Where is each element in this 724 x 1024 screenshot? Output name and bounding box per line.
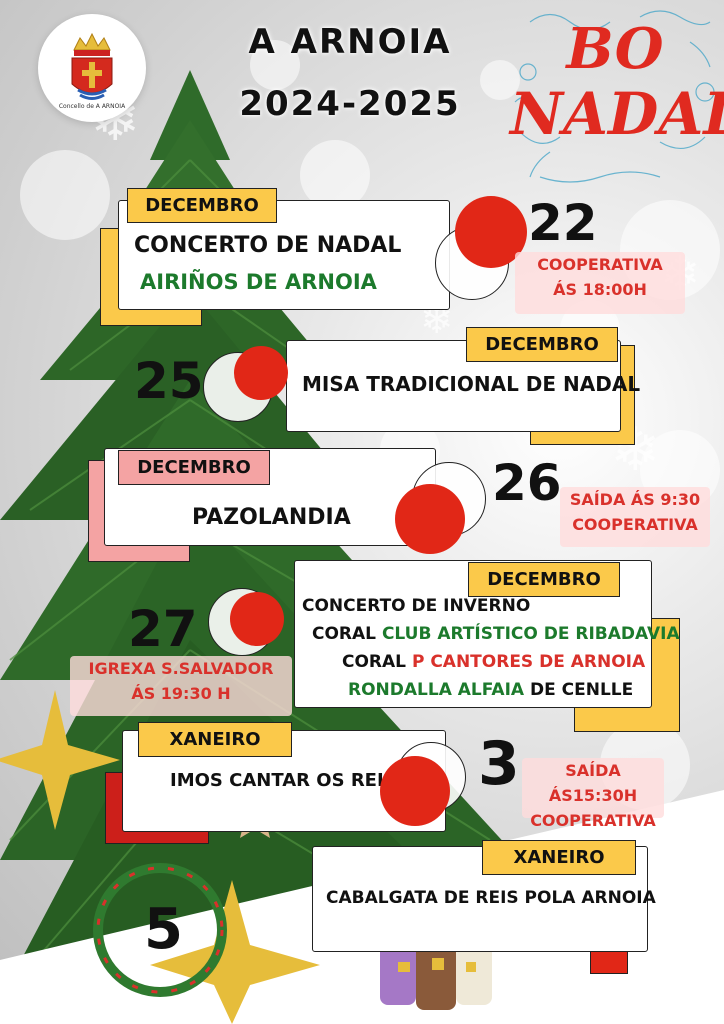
- bokeh-light: [20, 150, 110, 240]
- event-line-suffix: DE CENLLE: [530, 680, 634, 700]
- event-info: COOPERATIVA ÁS 18:00H: [515, 252, 685, 314]
- greeting-banner: BO NADAL!: [510, 2, 724, 192]
- event-info: SAÍDA ÁS 9:30 COOPERATIVA: [560, 487, 710, 547]
- info-line-1: SAÍDA ÁS 9:30: [569, 490, 701, 509]
- info-line-1: COOPERATIVA: [537, 255, 663, 274]
- event-info: SAÍDA ÁS15:30H COOPERATIVA: [522, 758, 664, 830]
- red-bauble: [230, 592, 284, 646]
- event-line-3: CORAL P CANTORES DE ARNOIA: [342, 652, 645, 672]
- greeting-line-2: NADAL!: [510, 80, 724, 148]
- ornamental-swirls-icon: [514, 10, 715, 183]
- bokeh-light: [480, 60, 520, 100]
- event-title: MISA TRADICIONAL DE NADAL: [302, 372, 641, 396]
- title-line-2: 2024-2025: [239, 84, 461, 124]
- event-performer: P CANTORES DE ARNOIA: [411, 652, 646, 672]
- info-line-2: COOPERATIVA: [530, 811, 656, 830]
- month-tag: XANEIRO: [482, 840, 636, 875]
- info-line-2: COOPERATIVA: [572, 515, 698, 534]
- event-performer: CLUB ARTÍSTICO DE RIBADAVIA: [381, 624, 680, 644]
- event-day: 22: [528, 194, 598, 252]
- event-title: PAZOLANDIA: [192, 505, 351, 530]
- month-tag: DECEMBRO: [468, 562, 620, 597]
- coat-of-arms-icon: [71, 32, 113, 100]
- event-title: CONCERTO DE NADAL: [134, 233, 402, 258]
- event-performer: RONDALLA ALFAIA: [348, 680, 525, 700]
- event-line-prefix: CORAL: [312, 624, 377, 644]
- month-tag: XANEIRO: [138, 722, 292, 757]
- info-line-1: SAÍDA ÁS15:30H: [548, 761, 638, 805]
- event-line-4: RONDALLA ALFAIA DE CENLLE: [348, 680, 633, 700]
- info-line-2: ÁS 19:30 H: [131, 684, 231, 703]
- event-subtitle: AIRIÑOS DE ARNOIA: [140, 270, 377, 294]
- event-title: IMOS CANTAR OS REIS: [170, 770, 397, 791]
- event-title: CABALGATA DE REIS POLA ARNOIA: [326, 888, 656, 908]
- event-day: 25: [134, 352, 204, 410]
- event-line-prefix: CORAL: [342, 652, 407, 672]
- red-bauble: [234, 346, 288, 400]
- event-day: 5: [144, 897, 183, 962]
- red-bauble: [395, 484, 465, 554]
- title-line-1: A ARNOIA: [248, 22, 452, 62]
- event-line-2: CORAL CLUB ARTÍSTICO DE RIBADAVIA: [312, 624, 680, 644]
- bokeh-light: [300, 140, 370, 210]
- greeting-line-1: BO: [566, 16, 664, 82]
- info-line-2: ÁS 18:00H: [553, 280, 647, 299]
- event-info: IGREXA S.SALVADOR ÁS 19:30 H: [70, 656, 292, 716]
- bokeh-light: [250, 40, 300, 90]
- month-tag: DECEMBRO: [127, 188, 277, 223]
- red-bauble: [380, 756, 450, 826]
- event-day: 27: [128, 600, 198, 658]
- event-title: CONCERTO DE INVERNO: [302, 596, 531, 616]
- logo-caption: Concello de A ARNOIA: [58, 103, 126, 110]
- event-day: 26: [492, 454, 562, 512]
- month-tag: DECEMBRO: [466, 327, 618, 362]
- month-tag: DECEMBRO: [118, 450, 270, 485]
- event-day: 3: [478, 729, 520, 799]
- municipal-logo: Concello de A ARNOIA: [38, 14, 146, 122]
- info-line-1: IGREXA S.SALVADOR: [88, 659, 274, 678]
